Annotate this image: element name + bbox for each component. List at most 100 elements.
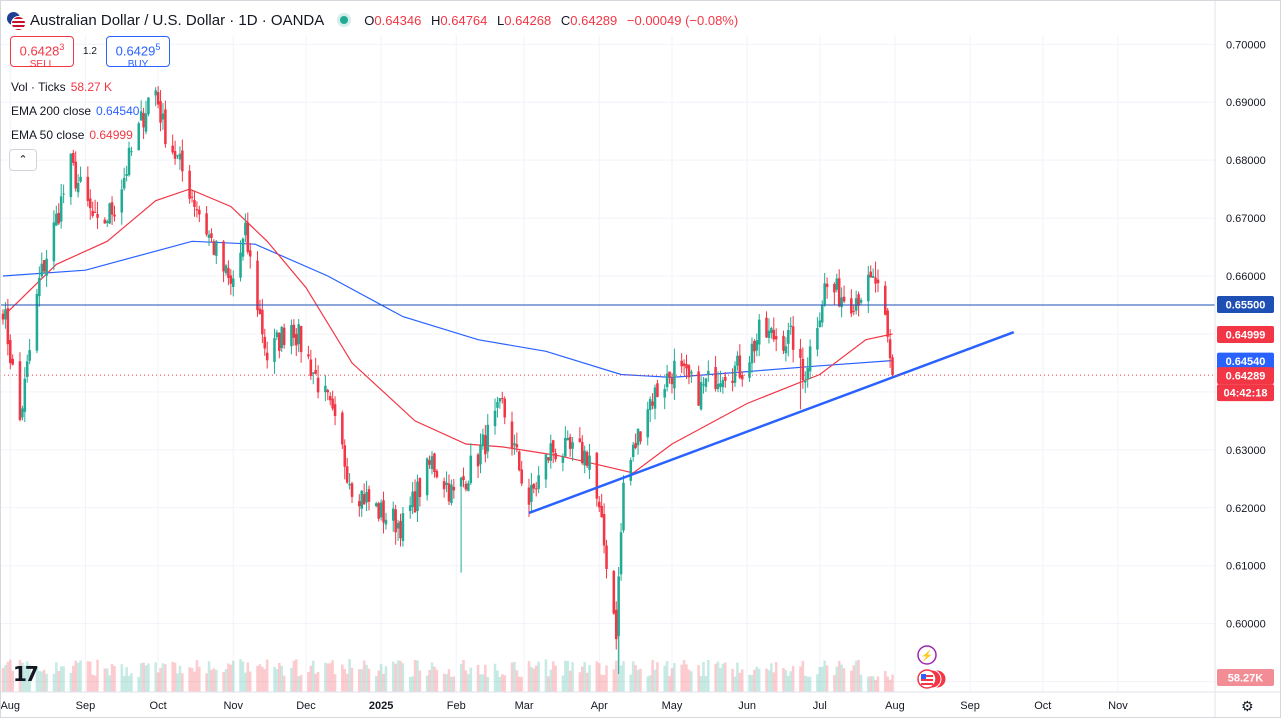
volume-bar	[871, 676, 875, 692]
volume-bar	[326, 663, 330, 692]
candle-body	[127, 147, 131, 176]
candle-body	[416, 481, 419, 512]
candle-body	[173, 151, 177, 159]
candle-body	[687, 365, 691, 378]
candle-body	[886, 310, 889, 337]
sell-label: SELL	[29, 59, 55, 71]
volume-bar	[462, 660, 465, 692]
time-axis[interactable]: Aug Sep Oct Nov Dec 2025 Feb Mar Apr May Jun Jul Aug…	[0, 691, 1281, 712]
volume-bar	[282, 675, 286, 692]
volume-bar	[324, 662, 327, 692]
volume-bar	[583, 661, 586, 692]
candle-body	[883, 285, 887, 315]
candle-body	[154, 90, 157, 96]
ema50-legend-value: 0.64999	[89, 128, 133, 142]
candle-body	[668, 371, 671, 378]
time-tick-label: Jul	[813, 700, 827, 712]
candle-body	[6, 308, 10, 345]
time-tick-label: 2025	[369, 700, 393, 712]
volume-bar	[578, 672, 582, 692]
chevron-up-icon[interactable]: ⌃	[9, 149, 37, 171]
volume-bar	[874, 679, 877, 692]
candle-body	[547, 457, 550, 461]
volume-bar	[362, 660, 366, 692]
volume-bar	[316, 672, 320, 692]
price-axis[interactable]: 0.700000.690000.680000.670000.660000.650…	[1214, 0, 1274, 718]
volume-legend[interactable]: Vol · Ticks 58.27 K	[11, 80, 112, 94]
symbol-header: Australian Dollar / U.S. Dollar · 1D · O…	[6, 9, 744, 31]
volume-bar	[447, 669, 451, 692]
volume-bar	[452, 676, 456, 692]
volume-bar	[433, 666, 436, 692]
volume-bar	[442, 673, 446, 692]
gear-icon[interactable]: ⚙	[1241, 698, 1254, 714]
volume-bar	[91, 674, 94, 692]
candle-body	[193, 199, 196, 207]
lightning-glyph: ⚡	[921, 649, 933, 662]
candle-body	[871, 275, 875, 278]
volume-bar	[876, 676, 880, 692]
candle-body	[401, 513, 405, 542]
candle-body	[631, 444, 635, 457]
candle-body	[452, 486, 456, 491]
volume-bar	[161, 663, 165, 692]
ema-200-line	[2, 240, 893, 379]
candle-body	[680, 360, 683, 367]
candle-body	[854, 298, 858, 311]
volume-bar	[806, 676, 809, 692]
close-value: 0.64289	[570, 12, 618, 28]
candle-body	[816, 328, 819, 350]
candle-body	[600, 505, 603, 518]
candle-body	[840, 297, 843, 308]
candle-body	[532, 483, 536, 489]
candle-body	[309, 359, 313, 376]
buy-button[interactable]: 0.64295 BUY	[106, 36, 170, 70]
candle-body	[791, 326, 795, 350]
candle-body	[799, 349, 802, 358]
candle-body	[614, 609, 618, 640]
volume-bar	[520, 676, 523, 692]
volume-bar	[639, 668, 642, 692]
volume-bar	[867, 676, 870, 692]
tradingview-logo[interactable]: 17	[13, 662, 39, 686]
time-tick-label: Jun	[738, 700, 756, 712]
volume-bar	[45, 673, 48, 692]
candle-body	[18, 361, 22, 420]
candle-body	[595, 452, 599, 499]
candle-body	[447, 483, 451, 502]
candle-body	[651, 401, 654, 406]
volume-bar	[571, 662, 574, 692]
volume-bar	[435, 669, 439, 692]
volume-bar	[120, 664, 124, 692]
volume-bar	[430, 662, 434, 692]
price-tick-label: 0.68000	[1226, 155, 1266, 167]
ema-50-path	[2, 188, 893, 474]
candle-body	[212, 241, 216, 255]
candle-body	[733, 365, 737, 383]
candle-body	[21, 408, 24, 418]
candle-body	[850, 298, 853, 314]
candle-body	[707, 371, 710, 375]
volume-bar	[52, 673, 56, 692]
volume-bar	[261, 666, 264, 692]
ema50-legend[interactable]: EMA 50 close 0.64999	[11, 128, 133, 142]
symbol-title[interactable]: Australian Dollar / U.S. Dollar · 1D · O…	[30, 11, 325, 29]
volume-bar	[614, 660, 618, 692]
volume-bar	[86, 661, 90, 692]
candle-body	[561, 457, 565, 463]
candle-body	[874, 277, 877, 284]
market-open-status-icon	[340, 16, 349, 24]
candle-body	[326, 390, 330, 393]
volume-bar	[343, 668, 347, 692]
price-tick-label: 0.66000	[1226, 271, 1266, 283]
price-tick-label: 0.67000	[1226, 213, 1266, 225]
candle-body	[581, 442, 584, 464]
sell-button[interactable]: 0.64283 SELL	[10, 36, 74, 71]
candle-body	[360, 490, 363, 509]
time-tick-label: Sep	[76, 700, 96, 712]
time-tick-label: Aug	[885, 700, 905, 712]
volume-bar	[445, 674, 448, 692]
ema200-legend[interactable]: EMA 200 close 0.64540	[11, 104, 139, 118]
candle-body	[164, 109, 167, 145]
